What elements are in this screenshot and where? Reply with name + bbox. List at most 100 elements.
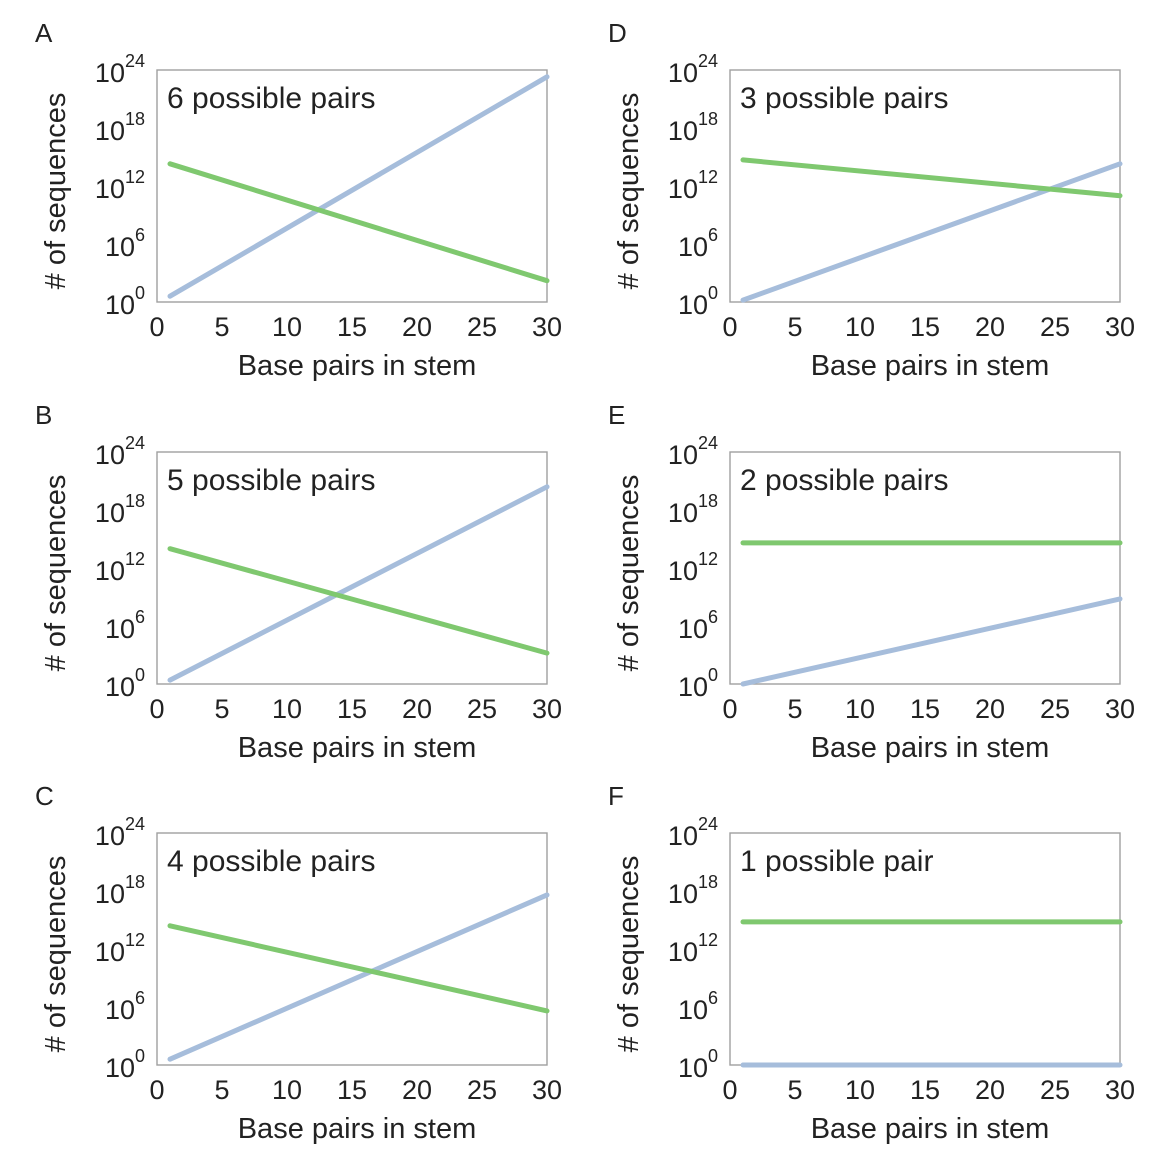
panel-a-y-tick-label: 1018 xyxy=(95,109,145,146)
panel-c-x-axis-label: Base pairs in stem xyxy=(238,1113,477,1145)
panel-d-y-tick-label: 106 xyxy=(678,225,718,262)
panel-b-y-tick-base: 10 xyxy=(105,672,135,702)
panel-f-y-tick-label: 1024 xyxy=(668,814,718,851)
panel-a-x-tick-label: 5 xyxy=(214,312,229,342)
panel-b-x-tick-label: 30 xyxy=(532,694,562,724)
panel-c-y-tick-base: 10 xyxy=(105,995,135,1025)
panel-b-y-tick-label: 1018 xyxy=(95,491,145,528)
panel-c-y-tick-label: 1024 xyxy=(95,814,145,851)
panel-b-x-tick-label: 0 xyxy=(149,694,164,724)
panel-c-x-tick-label: 0 xyxy=(149,1075,164,1105)
panel-b-y-tick-base: 10 xyxy=(95,498,125,528)
panel-f-y-tick-label: 1018 xyxy=(668,872,718,909)
panel-e-x-tick-label: 5 xyxy=(787,694,802,724)
panel-c-y-tick-label: 1018 xyxy=(95,872,145,909)
panel-d-letter: D xyxy=(608,18,627,48)
panel-a-series-green xyxy=(167,161,550,284)
panel-d-y-tick-exponent: 6 xyxy=(708,225,718,245)
panel-b-y-tick-exponent: 18 xyxy=(125,491,145,511)
panel-a-y-tick-exponent: 18 xyxy=(125,109,145,129)
panel-b-y-tick-label: 1012 xyxy=(95,549,145,586)
panel-f-y-tick-exponent: 18 xyxy=(698,872,718,892)
panel-d-x-tick-label: 10 xyxy=(845,312,875,342)
panel-b-y-tick-base: 10 xyxy=(105,614,135,644)
panel-a-y-tick-label: 100 xyxy=(105,283,145,320)
panel-f-x-tick-label: 20 xyxy=(975,1075,1005,1105)
panel-a-y-tick-base: 10 xyxy=(95,58,125,88)
panel-e-y-tick-base: 10 xyxy=(668,556,698,586)
panel-a-y-tick-label: 106 xyxy=(105,225,145,262)
panel-d-title: 3 possible pairs xyxy=(740,82,948,115)
panel-c-letter: C xyxy=(35,781,54,811)
panel-f-x-axis-label: Base pairs in stem xyxy=(811,1113,1050,1145)
panel-c-x-tick-label: 5 xyxy=(214,1075,229,1105)
panel-d-x-tick-label: 25 xyxy=(1040,312,1070,342)
panel-f-letter: F xyxy=(608,781,624,811)
panel-e-x-axis-label: Base pairs in stem xyxy=(811,732,1050,764)
panel-a-x-axis-label: Base pairs in stem xyxy=(238,350,477,382)
panel-b-y-tick-exponent: 6 xyxy=(135,607,145,627)
panel-c-y-tick-base: 10 xyxy=(95,937,125,967)
panel-a-x-tick-label: 30 xyxy=(532,312,562,342)
panel-a-title: 6 possible pairs xyxy=(167,82,375,115)
panel-b-x-tick-label: 20 xyxy=(402,694,432,724)
panel-c-plot-frame xyxy=(156,832,548,1066)
panel-e-series-blue xyxy=(740,596,1123,687)
panel-d-plot-frame xyxy=(729,69,1121,303)
panel-a-y-tick-base: 10 xyxy=(95,174,125,204)
panel-b-y-tick-label: 106 xyxy=(105,607,145,644)
panel-b-y-tick-exponent: 24 xyxy=(125,433,145,453)
panel-e-x-tick-label: 0 xyxy=(722,694,737,724)
panel-e-y-tick-base: 10 xyxy=(668,498,698,528)
panel-a-y-tick-exponent: 0 xyxy=(135,283,145,303)
panel-e-x-tick-label: 30 xyxy=(1105,694,1135,724)
panel-b-y-tick-base: 10 xyxy=(95,440,125,470)
panel-d-y-tick-label: 100 xyxy=(678,283,718,320)
panel-c-y-axis-label: # of sequences xyxy=(40,856,72,1053)
panel-a-y-tick-base: 10 xyxy=(105,232,135,262)
panel-f-x-tick-label: 0 xyxy=(722,1075,737,1105)
panel-a-x-tick-label: 15 xyxy=(337,312,367,342)
panel-a-plot-frame xyxy=(156,69,548,303)
panel-e-y-tick-base: 10 xyxy=(668,440,698,470)
panel-d-x-tick-label: 0 xyxy=(722,312,737,342)
panel-b-x-tick-label: 25 xyxy=(467,694,497,724)
panel-c-y-tick-exponent: 24 xyxy=(125,814,145,834)
panel-b-series-green xyxy=(167,546,550,656)
panel-f-y-tick-exponent: 12 xyxy=(698,930,718,950)
panel-b-letter: B xyxy=(35,400,52,430)
panel-d-series-green xyxy=(740,157,1123,199)
panel-d-y-tick-exponent: 24 xyxy=(698,51,718,71)
panel-c-y-tick-exponent: 12 xyxy=(125,930,145,950)
panel-e-x-tick-label: 15 xyxy=(910,694,940,724)
panel-a-x-tick-label: 25 xyxy=(467,312,497,342)
panel-b-x-tick-label: 5 xyxy=(214,694,229,724)
panel-e-title: 2 possible pairs xyxy=(740,464,948,497)
panel-f-x-tick-label: 25 xyxy=(1040,1075,1070,1105)
panel-f-y-tick-base: 10 xyxy=(678,995,708,1025)
panel-c-y-tick-label: 100 xyxy=(105,1046,145,1083)
panel-e-y-tick-exponent: 18 xyxy=(698,491,718,511)
panel-c-x-tick-label: 15 xyxy=(337,1075,367,1105)
panel-c-y-tick-base: 10 xyxy=(95,879,125,909)
panel-d-y-tick-base: 10 xyxy=(678,232,708,262)
panel-f-y-tick-label: 1012 xyxy=(668,930,718,967)
panel-b-y-tick-label: 1024 xyxy=(95,433,145,470)
panel-a-letter: A xyxy=(35,18,53,48)
panel-d-series-blue xyxy=(740,161,1123,303)
panel-f-x-tick-label: 5 xyxy=(787,1075,802,1105)
panel-d-y-tick-base: 10 xyxy=(668,174,698,204)
panel-d-y-tick-base: 10 xyxy=(678,290,708,320)
panel-c-x-tick-label: 30 xyxy=(532,1075,562,1105)
panel-f-y-tick-base: 10 xyxy=(668,821,698,851)
panel-b-x-tick-label: 10 xyxy=(272,694,302,724)
panel-d-y-tick-exponent: 12 xyxy=(698,167,718,187)
panel-a-y-tick-exponent: 12 xyxy=(125,167,145,187)
